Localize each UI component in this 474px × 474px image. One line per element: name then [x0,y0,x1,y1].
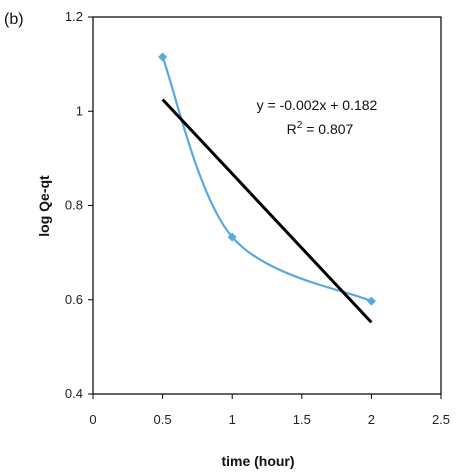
y-axis-ticks: 0.4 0.6 0.8 1 1.2 [65,9,93,401]
x-axis-ticks: 0 0.5 1 1.5 2 2.5 [89,394,450,427]
x-tick-label: 1.5 [293,412,311,427]
y-tick-label: 1 [76,103,83,118]
x-tick-label: 1 [229,412,236,427]
r-squared-label: R2 = 0.807 [287,120,354,137]
x-tick-label: 0.5 [154,412,172,427]
data-series-line [163,57,372,301]
x-tick-label: 2 [368,412,375,427]
y-tick-label: 0.8 [65,198,83,213]
x-tick-label: 2.5 [432,412,450,427]
x-tick-label: 0 [89,412,96,427]
x-axis-title: time (hour) [221,453,294,469]
data-point-marker [367,297,376,306]
data-point-marker [158,53,167,62]
panel-label: (b) [4,11,24,28]
y-tick-label: 0.4 [65,386,83,401]
r-squared-symbol: R [287,121,297,137]
y-axis-title: log Qe-qt [36,175,52,237]
trendline-equation: y = -0.002x + 0.182 [257,97,378,113]
y-tick-label: 0.6 [65,292,83,307]
plot-area [93,17,441,394]
plot-frame [93,17,441,394]
y-tick-label: 1.2 [65,9,83,24]
r-squared-value: = 0.807 [302,121,353,137]
